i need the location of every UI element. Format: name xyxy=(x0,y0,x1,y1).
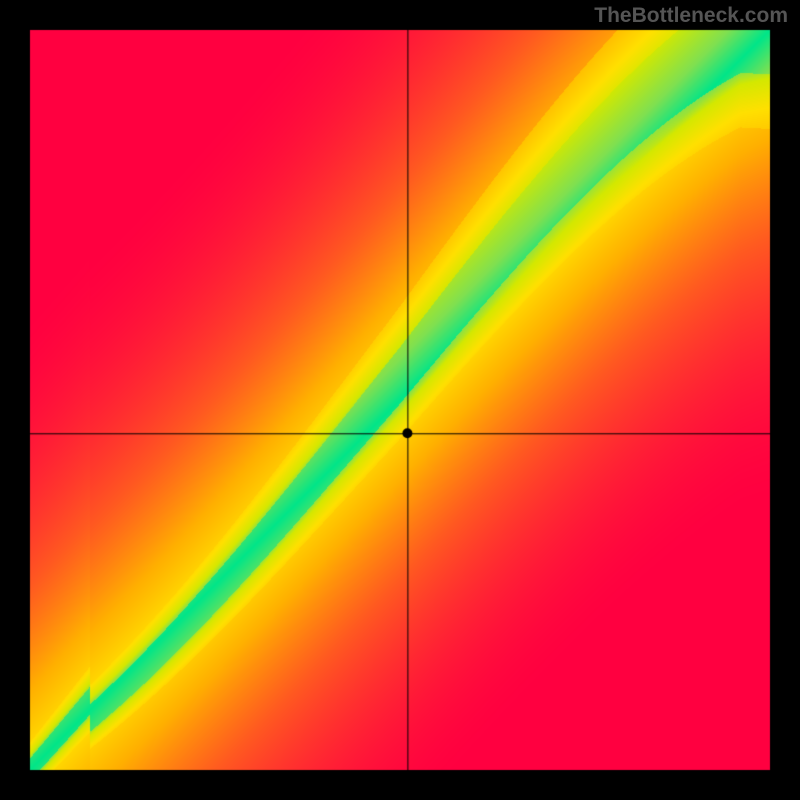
heatmap-canvas xyxy=(0,0,800,800)
watermark-text: TheBottleneck.com xyxy=(594,4,788,28)
chart-container: TheBottleneck.com xyxy=(0,0,800,800)
